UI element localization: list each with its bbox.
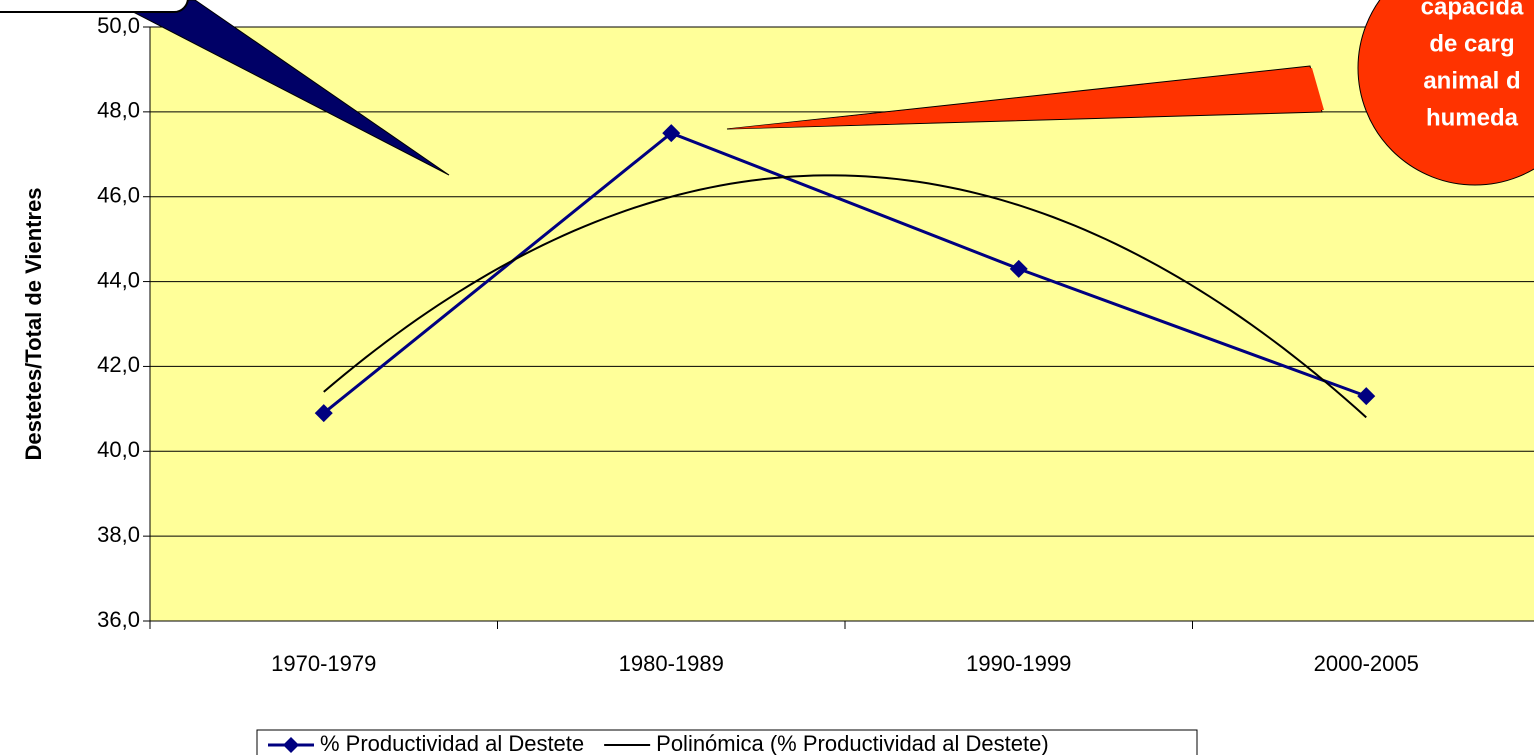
callout-text: capacida (1421, 0, 1524, 20)
y-tick-label: 46,0 (97, 183, 140, 208)
y-tick-label: 44,0 (97, 267, 140, 292)
data-line (322, 131, 1367, 415)
data-point (1009, 259, 1028, 278)
data-point (314, 404, 333, 423)
callout-box (0, 0, 189, 13)
legend: % Productividad al Destete Polinómica (% … (256, 729, 1198, 755)
legend-label: Polinómica (% Productividad al Destete) (656, 731, 1049, 755)
callout-text: animal d (1423, 67, 1520, 94)
y-tick-label: 48,0 (97, 98, 140, 123)
y-tick-label: 40,0 (97, 437, 140, 462)
y-tick-label: 38,0 (97, 522, 140, 547)
x-tick-label: 1970-1979 (271, 651, 376, 676)
y-axis-label: Destetes/Total de Vientres (21, 187, 46, 460)
y-tick-label: 50,0 (97, 13, 140, 38)
x-tick-label: 1990-1999 (966, 651, 1071, 676)
y-tick-label: 36,0 (97, 607, 140, 632)
data-point (662, 124, 681, 143)
trendline (323, 174, 1367, 419)
legend-box (256, 729, 1198, 755)
x-tick-label: 1980-1989 (619, 651, 724, 676)
callout-text: humeda (1426, 104, 1519, 131)
callout-join (727, 68, 1324, 129)
x-tick-label: 2000-2005 (1314, 651, 1419, 676)
legend-marker (283, 737, 299, 753)
callout-text: de carg (1429, 30, 1514, 57)
callout-bubble (1357, 0, 1534, 186)
legend-label: % Productividad al Destete (320, 731, 584, 755)
callout-pointer (109, 0, 450, 176)
data-point (1357, 387, 1376, 406)
y-tick-label: 42,0 (97, 352, 140, 377)
